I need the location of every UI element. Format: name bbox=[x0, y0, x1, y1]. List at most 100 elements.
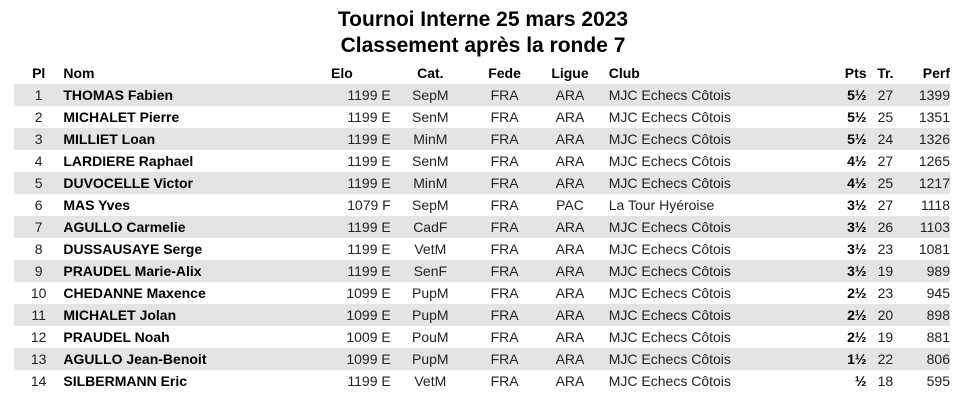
cell-points: 5½ bbox=[826, 84, 867, 106]
cell-tiebreak: 27 bbox=[866, 150, 905, 172]
page-title: Tournoi Interne 25 mars 2023 bbox=[337, 8, 629, 31]
cell-performance: 945 bbox=[904, 282, 950, 304]
cell-league: ARA bbox=[539, 84, 601, 106]
cell-tiebreak: 19 bbox=[866, 260, 905, 282]
cell-category: SepM bbox=[390, 194, 470, 216]
table-row: 8 DUSSAUSAYE Serge 1199 E VetM FRA ARA MJC Ech… bbox=[14, 238, 950, 260]
cell-elo: 1199 E bbox=[331, 238, 391, 260]
cell-points: 2½ bbox=[826, 304, 867, 326]
cell-league: ARA bbox=[539, 370, 601, 392]
cell-points: 4½ bbox=[826, 172, 867, 194]
cell-points: 2½ bbox=[826, 282, 867, 304]
cell-player-name: MAS Yves bbox=[63, 194, 332, 216]
cell-category: PouM bbox=[390, 326, 470, 348]
table-row: 1 THOMAS Fabien 1199 E SepM FRA ARA MJC Echecs… bbox=[14, 84, 950, 106]
cell-elo: 1199 E bbox=[331, 260, 391, 282]
cell-club: MJC Echecs Côtois bbox=[600, 106, 827, 128]
cell-league: ARA bbox=[539, 128, 601, 150]
col-header-pts: Pts bbox=[844, 65, 867, 81]
table-row: 9 PRAUDEL Marie-Alix 1199 E SenF FRA ARA MJC E… bbox=[14, 260, 950, 282]
table-row: 6 MAS Yves 1079 F SepM FRA PAC La Tour Hyérois… bbox=[14, 194, 950, 216]
col-header-fede: Fede bbox=[488, 65, 521, 81]
table-row: 10 CHEDANNE Maxence 1099 E PupM FRA ARA MJC Ec… bbox=[14, 282, 950, 304]
page-subtitle: Classement après la ronde 7 bbox=[340, 34, 626, 57]
table-row: 7 AGULLO Carmelie 1199 E CadF FRA ARA MJC Eche… bbox=[14, 216, 950, 238]
cell-league: ARA bbox=[539, 216, 601, 238]
cell-elo: 1199 E bbox=[331, 106, 391, 128]
cell-performance: 881 bbox=[904, 326, 950, 348]
cell-club: MJC Echecs Côtois bbox=[600, 84, 827, 106]
cell-player-name: DUSSAUSAYE Serge bbox=[63, 238, 332, 260]
cell-performance: 1081 bbox=[904, 238, 950, 260]
cell-performance: 989 bbox=[904, 260, 950, 282]
table-row: 5 DUVOCELLE Victor 1199 E MinM FRA ARA MJC Ech… bbox=[14, 172, 950, 194]
cell-player-name: MICHALET Pierre bbox=[63, 106, 332, 128]
cell-performance: 806 bbox=[904, 348, 950, 370]
standings-table: Pl Nom Elo Cat. Fede Ligue Club Pts Tr. … bbox=[14, 62, 950, 392]
cell-player-name: MICHALET Jolan bbox=[63, 304, 332, 326]
cell-category: MinM bbox=[390, 172, 470, 194]
cell-points: 3½ bbox=[826, 260, 867, 282]
col-header-pl: Pl bbox=[32, 65, 46, 81]
cell-place: 1 bbox=[14, 84, 64, 106]
cell-elo: 1199 E bbox=[331, 172, 391, 194]
cell-place: 13 bbox=[14, 348, 64, 370]
cell-federation: FRA bbox=[469, 84, 540, 106]
cell-performance: 1326 bbox=[904, 128, 950, 150]
col-header-nom: Nom bbox=[63, 65, 95, 81]
cell-tiebreak: 23 bbox=[866, 282, 905, 304]
cell-points: 3½ bbox=[826, 194, 867, 216]
cell-club: MJC Echecs Côtois bbox=[600, 238, 827, 260]
cell-place: 6 bbox=[14, 194, 64, 216]
cell-elo: 1199 E bbox=[331, 128, 391, 150]
cell-category: VetM bbox=[390, 238, 470, 260]
cell-tiebreak: 20 bbox=[866, 304, 905, 326]
cell-club: MJC Echecs Côtois bbox=[600, 304, 827, 326]
cell-league: ARA bbox=[539, 304, 601, 326]
cell-player-name: AGULLO Jean-Benoit bbox=[63, 348, 332, 370]
cell-place: 5 bbox=[14, 172, 64, 194]
cell-points: 5½ bbox=[826, 106, 867, 128]
cell-federation: FRA bbox=[469, 282, 540, 304]
page-header: Tournoi Interne 25 mars 2023 Classement … bbox=[0, 0, 966, 59]
cell-place: 4 bbox=[14, 150, 64, 172]
cell-points: 3½ bbox=[826, 216, 867, 238]
cell-place: 3 bbox=[14, 128, 64, 150]
cell-points: 3½ bbox=[826, 238, 867, 260]
cell-category: PupM bbox=[390, 282, 470, 304]
cell-place: 9 bbox=[14, 260, 64, 282]
cell-league: ARA bbox=[539, 326, 601, 348]
col-header-ligue: Ligue bbox=[551, 65, 589, 81]
cell-performance: 1217 bbox=[904, 172, 950, 194]
cell-player-name: THOMAS Fabien bbox=[63, 84, 332, 106]
table-row: 13 AGULLO Jean-Benoit 1099 E PupM FRA ARA MJC … bbox=[14, 348, 950, 370]
col-header-perf: Perf bbox=[922, 65, 950, 81]
cell-place: 8 bbox=[14, 238, 64, 260]
cell-player-name: AGULLO Carmelie bbox=[63, 216, 332, 238]
cell-performance: 1118 bbox=[904, 194, 950, 216]
cell-category: SenF bbox=[390, 260, 470, 282]
cell-tiebreak: 27 bbox=[866, 84, 905, 106]
cell-tiebreak: 27 bbox=[866, 194, 905, 216]
cell-category: SepM bbox=[390, 84, 470, 106]
cell-league: ARA bbox=[539, 150, 601, 172]
cell-tiebreak: 19 bbox=[866, 326, 905, 348]
cell-federation: FRA bbox=[469, 304, 540, 326]
cell-points: ½ bbox=[826, 370, 867, 392]
cell-elo: 1199 E bbox=[331, 84, 391, 106]
cell-tiebreak: 23 bbox=[866, 238, 905, 260]
cell-elo: 1199 E bbox=[331, 216, 391, 238]
cell-elo: 1099 E bbox=[331, 348, 391, 370]
cell-category: CadF bbox=[390, 216, 470, 238]
cell-tiebreak: 25 bbox=[866, 172, 905, 194]
col-header-club: Club bbox=[608, 65, 640, 81]
cell-club: MJC Echecs Côtois bbox=[600, 348, 827, 370]
cell-league: ARA bbox=[539, 260, 601, 282]
cell-tiebreak: 22 bbox=[866, 348, 905, 370]
cell-federation: FRA bbox=[469, 106, 540, 128]
cell-elo: 1199 E bbox=[331, 150, 391, 172]
cell-league: ARA bbox=[539, 282, 601, 304]
cell-player-name: PRAUDEL Noah bbox=[63, 326, 332, 348]
table-row: 11 MICHALET Jolan 1099 E PupM FRA ARA MJC Eche… bbox=[14, 304, 950, 326]
cell-federation: FRA bbox=[469, 326, 540, 348]
